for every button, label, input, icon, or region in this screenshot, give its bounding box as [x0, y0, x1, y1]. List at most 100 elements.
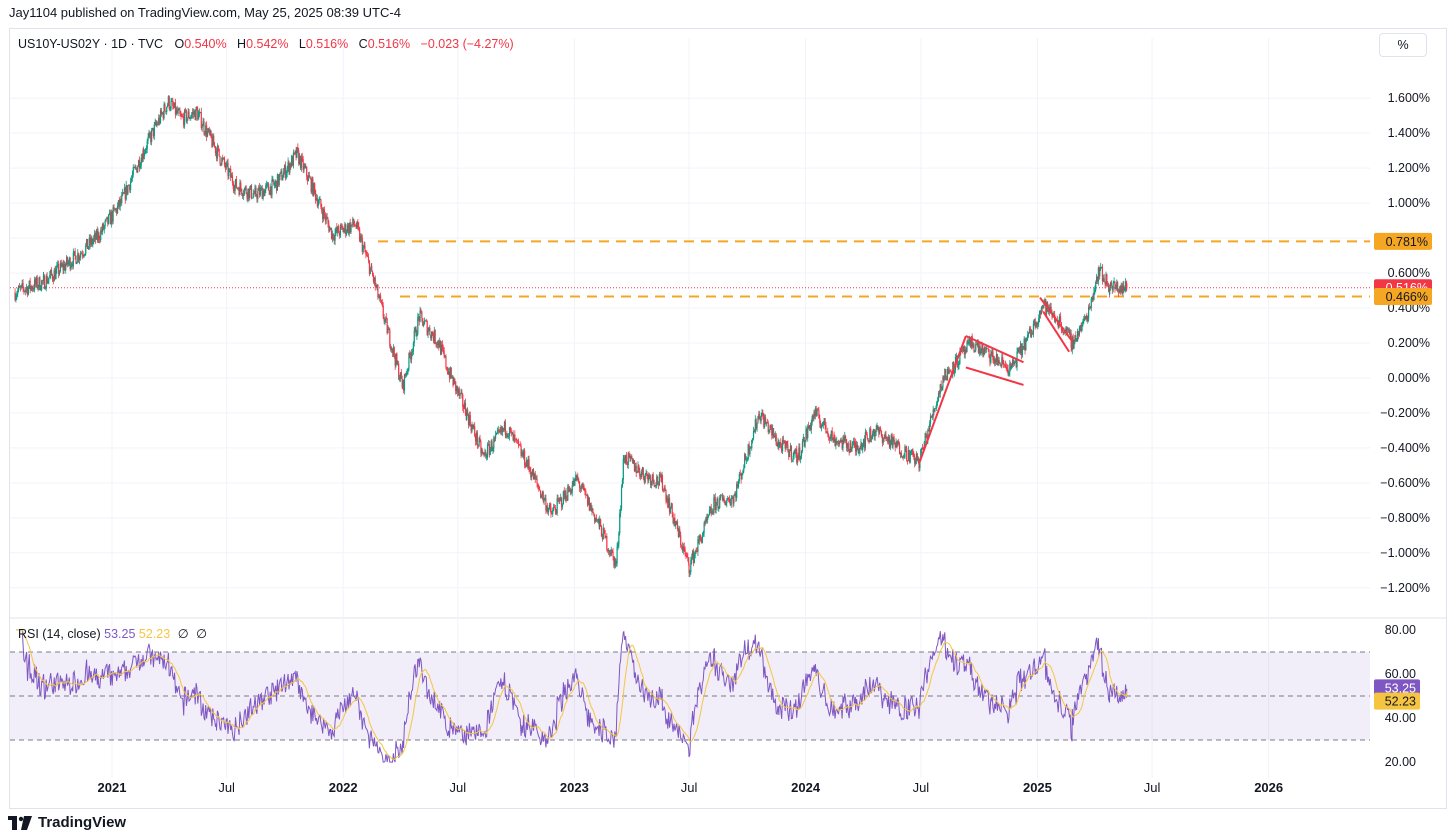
candle-body: [817, 409, 819, 411]
candle-body: [99, 239, 101, 241]
candle-body: [447, 371, 450, 375]
candle-body: [243, 188, 245, 195]
candle-body: [1012, 359, 1014, 365]
candle-body: [279, 172, 281, 177]
candle-body: [676, 521, 679, 530]
candle-body: [331, 233, 334, 239]
candle-body: [529, 468, 531, 471]
candle-body: [659, 474, 661, 477]
candle-body: [969, 338, 972, 347]
rsi-legend-label[interactable]: RSI (14, close): [18, 627, 101, 641]
candle-body: [238, 188, 240, 195]
candle-body: [736, 484, 738, 498]
candle-body: [649, 476, 652, 485]
legend-close-label: C: [358, 37, 368, 51]
candle-body: [1078, 327, 1080, 336]
candle-body: [729, 502, 731, 506]
legend-symbol[interactable]: US10Y-US02Y · 1D · TVC: [18, 37, 163, 51]
rsi-value-tag-label: 52.23: [1385, 695, 1416, 709]
candle-body: [145, 149, 147, 151]
candle-body: [707, 515, 710, 517]
candle-body: [353, 224, 356, 226]
candle-body: [415, 327, 417, 337]
x-tick-label: 2022: [329, 780, 358, 795]
candle-body: [520, 446, 522, 456]
candle-body: [801, 441, 804, 451]
candle-body: [42, 275, 45, 281]
candle-body: [929, 415, 932, 424]
candle-body: [573, 480, 575, 486]
candle-body: [577, 476, 579, 480]
candle-body: [793, 451, 795, 456]
candle-body: [704, 523, 706, 524]
candle-body: [167, 104, 169, 107]
candle-body: [842, 437, 844, 449]
candle-body: [934, 408, 936, 412]
candle-body: [457, 388, 459, 393]
candle-body: [132, 167, 134, 175]
candle-body: [59, 262, 62, 272]
candle-body: [516, 439, 518, 440]
rsi-legend-extra2: ∅: [196, 627, 207, 641]
candle-body: [642, 476, 645, 478]
candle-body: [819, 418, 821, 424]
candle-body: [310, 178, 312, 192]
candle-body: [654, 485, 656, 486]
candle-body: [844, 436, 846, 441]
candle-body: [664, 487, 666, 491]
candle-body: [550, 507, 552, 514]
candle-body: [231, 175, 234, 184]
candle-body: [339, 225, 342, 236]
candle-body: [885, 434, 887, 438]
candle-body: [51, 274, 54, 280]
candle-body: [156, 123, 158, 126]
candle-body: [508, 436, 510, 437]
candle-body: [1124, 290, 1126, 292]
candle-body: [235, 179, 237, 189]
candle-body: [193, 110, 195, 115]
candle-body: [320, 199, 322, 207]
candle-body: [198, 113, 200, 120]
candle-body: [610, 549, 612, 556]
candle-body: [631, 456, 633, 459]
candle-body: [241, 194, 244, 196]
candle-body: [126, 185, 128, 194]
candle-body: [894, 444, 896, 448]
candle-body: [781, 439, 784, 452]
candle-body: [569, 489, 572, 494]
candle-body: [744, 454, 747, 461]
candle-body: [743, 468, 745, 472]
candle-body: [41, 280, 44, 282]
candle-body: [407, 368, 409, 371]
candle-body: [1040, 307, 1042, 315]
candle-body: [770, 425, 772, 427]
candle-body: [359, 229, 361, 242]
candle-body: [839, 440, 841, 443]
candle-body: [114, 208, 116, 211]
candle-body: [64, 264, 66, 271]
candle-body: [326, 216, 328, 219]
candle-body: [306, 166, 308, 177]
candle-body: [1092, 297, 1094, 300]
candle-body: [486, 457, 488, 458]
candle-body: [598, 519, 600, 527]
percent-scale-button[interactable]: %: [1379, 33, 1427, 57]
candle-body: [820, 425, 823, 429]
candle-body: [518, 444, 520, 446]
candle-body: [768, 429, 770, 432]
candle-body: [75, 255, 77, 264]
trendline-drawing: [1039, 296, 1074, 342]
candle-body: [395, 353, 397, 366]
candle-body: [152, 127, 155, 137]
candle-body: [953, 370, 956, 373]
candle-body: [609, 553, 611, 556]
candle-body: [588, 497, 590, 511]
candle-body: [914, 456, 916, 464]
candle-body: [730, 497, 732, 506]
candle-body: [151, 129, 153, 142]
candle-body: [405, 374, 407, 377]
candle-body: [1017, 349, 1019, 352]
candle-body: [690, 560, 692, 572]
candle-body: [20, 285, 22, 288]
